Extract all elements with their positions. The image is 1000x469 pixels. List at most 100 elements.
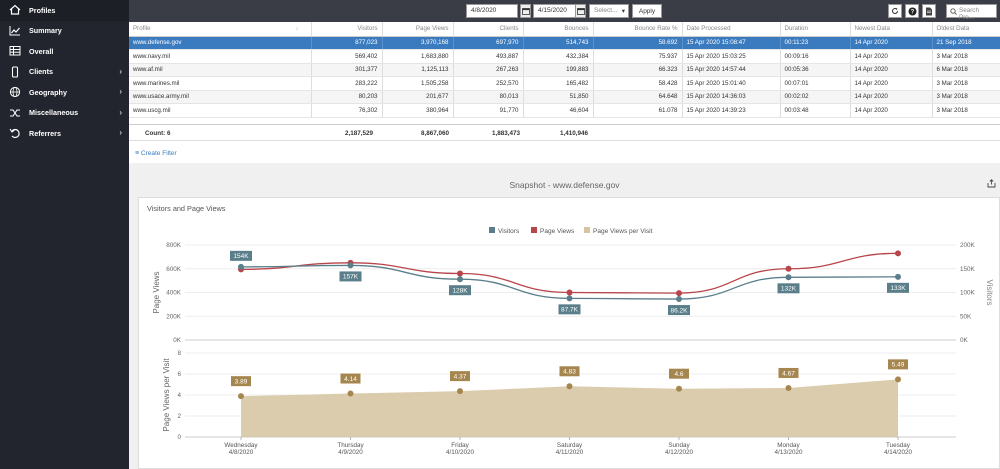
ppv-data-label: 4.37 <box>454 373 467 380</box>
sidebar-item-geography[interactable]: Geography › <box>0 82 129 103</box>
x-tick-day-label: Monday <box>777 442 800 449</box>
total-clients: 1,883,473 <box>492 130 521 137</box>
table-cell: 432,384 <box>523 49 594 64</box>
table-cell: 201,677 <box>382 90 454 104</box>
sidebar-item-profiles[interactable]: Profiles <box>0 0 129 21</box>
column-header[interactable]: Oldest Data <box>932 22 1000 37</box>
ppv-data-label: 4.6 <box>674 371 683 378</box>
ppv-data-label-box <box>559 366 580 377</box>
x-tick-day-label: Tuesday <box>886 442 911 449</box>
table-cell: 21 Sep 2018 <box>932 36 1000 50</box>
total-page-views: 8,867,060 <box>421 130 450 137</box>
table-cell: 15 Apr 2020 14:39:23 <box>682 103 781 118</box>
column-header[interactable]: Page Views <box>382 22 454 37</box>
sidebar-item-miscellaneous[interactable]: Miscellaneous › <box>0 103 129 124</box>
visitors-data-label-box <box>558 304 581 315</box>
sidebar-item-summary[interactable]: Summary <box>0 21 129 42</box>
y-axis-label-right: Visitors <box>985 279 994 305</box>
visitors-data-label: 157K <box>343 274 359 281</box>
snapshot-title: Snapshot - www.defense.gov <box>509 180 620 190</box>
ppv-data-label: 5.49 <box>892 362 905 369</box>
visitors-point <box>895 273 901 280</box>
x-tick-date-label: 4/10/2020 <box>446 449 475 456</box>
ppv-data-label: 4.67 <box>782 370 795 377</box>
y-tick-left: 400K <box>166 290 182 297</box>
search-input[interactable]: Search Pro... <box>946 4 997 21</box>
table-cell: 00:03:48 <box>780 103 851 118</box>
column-header[interactable]: Date Processed <box>682 22 781 37</box>
table-cell: www.navy.mil <box>129 49 312 64</box>
table-row[interactable]: www.uscg.mil 76,302 380,964 91,770 46,604 61.… <box>129 103 1000 118</box>
x-tick-day-label: Friday <box>451 442 469 449</box>
start-calendar-button[interactable] <box>520 4 531 18</box>
sidebar-item-referrers[interactable]: Referrers › <box>0 123 129 144</box>
ppv-data-label-box <box>778 367 799 378</box>
table-cell: 14 Apr 2020 <box>850 103 933 118</box>
column-header[interactable]: Duration <box>780 22 851 37</box>
sidebar-item-label: Summary <box>29 26 62 36</box>
column-header-label: Profile <box>133 25 151 33</box>
sidebar-item-overall[interactable]: Overall <box>0 41 129 62</box>
apply-button[interactable]: Apply <box>632 4 662 18</box>
column-header-label: Date Processed <box>686 25 731 33</box>
table-cell: 00:02:02 <box>780 90 851 104</box>
column-header[interactable]: Profile <box>129 22 312 37</box>
visitors-point <box>457 276 463 283</box>
ppv-data-label-box <box>340 373 361 384</box>
table-row[interactable]: www.marines.mil 283,222 1,505,258 252,570 16… <box>129 76 1000 91</box>
visitors-data-label: 133K <box>890 285 906 292</box>
table-row[interactable]: www.af.mil 301,377 1,125,113 267,263 199,883… <box>129 63 1000 77</box>
table-cell: 80,013 <box>453 90 524 104</box>
column-header[interactable]: Clients <box>453 22 524 37</box>
table-cell: 380,964 <box>382 103 454 118</box>
table-cell: www.usace.army.mil <box>129 90 312 104</box>
y-tick-left: 800K <box>166 242 182 249</box>
x-tick-day-label: Sunday <box>668 442 690 449</box>
globe-icon <box>8 86 22 98</box>
page-views-point <box>895 250 901 257</box>
create-filter-link[interactable]: ≡ Create Filter <box>135 150 177 157</box>
help-icon: ? <box>908 7 916 15</box>
table-row[interactable]: www.defense.gov 877,023 3,970,168 697,970 51… <box>129 36 1000 50</box>
column-header[interactable]: Newest Data <box>850 22 933 37</box>
x-tick-day-label: Saturday <box>557 442 583 449</box>
sidebar-item-label: Overall <box>29 46 54 56</box>
y-tick-right: 0K <box>960 337 969 344</box>
visitors-data-label-box <box>339 271 362 282</box>
table-cell: 46,604 <box>523 103 594 118</box>
table-cell: 64.648 <box>593 90 683 104</box>
table-cell: www.marines.mil <box>129 76 312 91</box>
column-header-label: Page Views <box>415 25 449 33</box>
profile-select[interactable]: Select... ▾ <box>589 4 629 18</box>
ppv-data-label-box <box>888 359 908 370</box>
help-button[interactable]: ? <box>905 4 919 18</box>
table-cell: www.defense.gov <box>129 36 312 50</box>
chart-card: Visitors and Page Views Visitors Page Vie… <box>138 197 1000 469</box>
table-cell: 14 Apr 2020 <box>850 36 933 50</box>
ppv-point <box>566 383 573 390</box>
table-cell: 1,505,258 <box>382 76 454 91</box>
y-axis-label-left: Page Views <box>152 271 161 313</box>
table-cell: 1,683,880 <box>382 49 454 64</box>
column-header[interactable]: Bounces <box>523 22 594 37</box>
table-row[interactable]: www.usace.army.mil 80,203 201,677 80,013 51,… <box>129 90 1000 104</box>
column-header[interactable]: ↓ Visitors <box>295 22 383 37</box>
column-header-label: Oldest Data <box>936 25 970 33</box>
end-calendar-button[interactable] <box>575 4 586 18</box>
visitors-data-label-box <box>668 305 690 316</box>
ppv-data-label-box <box>450 371 470 382</box>
table-row[interactable]: www.navy.mil 569,402 1,683,880 493,887 432,3… <box>129 49 1000 64</box>
visitors-data-label: 128K <box>452 288 468 295</box>
refresh-button[interactable] <box>888 4 902 18</box>
table-cell: 301,377 <box>311 63 383 77</box>
x-tick-date-label: 4/11/2020 <box>556 449 584 456</box>
ppv-point <box>457 388 463 395</box>
y-axis-label: Page Views per Visit <box>162 358 171 432</box>
share-button[interactable] <box>987 179 996 190</box>
column-header[interactable]: Bounce Rate % <box>593 22 683 37</box>
table-cell: 80,203 <box>311 90 383 104</box>
start-date-input[interactable]: 4/8/2020 <box>466 4 518 18</box>
sidebar-item-clients[interactable]: Clients › <box>0 62 129 83</box>
document-button[interactable] <box>922 4 936 18</box>
sidebar: Profiles Summary Overall Clients › Geography ›… <box>0 0 129 469</box>
